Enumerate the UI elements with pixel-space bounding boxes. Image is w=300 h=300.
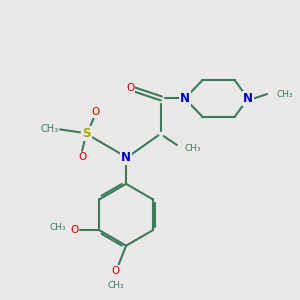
Text: N: N [121, 151, 131, 164]
Text: O: O [70, 225, 79, 235]
Text: CH₃: CH₃ [50, 224, 67, 232]
Text: S: S [82, 127, 91, 140]
Text: CH₃: CH₃ [41, 124, 59, 134]
Text: CH₃: CH₃ [107, 281, 124, 290]
Text: CH₃: CH₃ [185, 144, 202, 153]
Text: CH₃: CH₃ [276, 90, 293, 99]
Text: O: O [78, 152, 86, 162]
Text: N: N [180, 92, 190, 105]
Text: O: O [126, 83, 135, 93]
Text: O: O [91, 107, 99, 117]
Text: O: O [112, 266, 120, 276]
Text: N: N [243, 92, 253, 105]
